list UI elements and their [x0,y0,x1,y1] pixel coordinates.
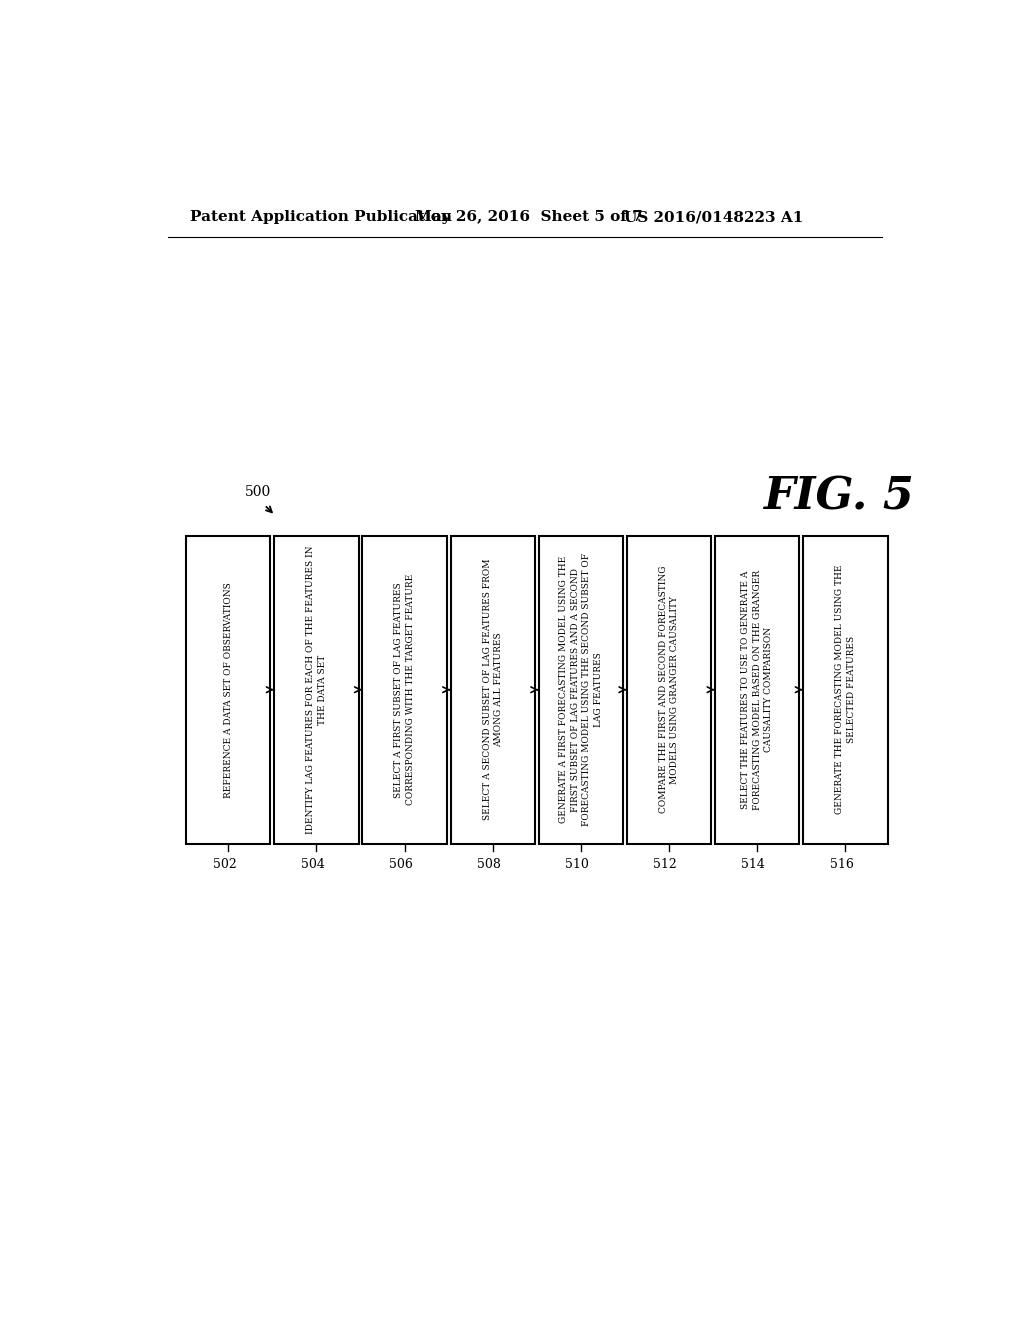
Bar [186,536,270,843]
Text: 516: 516 [829,858,853,871]
Text: REFERENCE A DATA SET OF OBSERVATIONS: REFERENCE A DATA SET OF OBSERVATIONS [224,582,232,797]
Bar [362,536,446,843]
Text: 500: 500 [245,484,271,499]
Text: 512: 512 [653,858,677,871]
Text: SELECT A SECOND SUBSET OF LAG FEATURES FROM
AMONG ALL FEATURES: SELECT A SECOND SUBSET OF LAG FEATURES F… [482,558,503,821]
Bar [803,536,888,843]
Bar [715,536,800,843]
Bar [274,536,358,843]
Text: 510: 510 [565,858,589,871]
Text: SELECT THE FEATURES TO USE TO GENERATE A
FORECASTING MODEL BASED ON THE GRANGER
: SELECT THE FEATURES TO USE TO GENERATE A… [741,570,773,809]
Text: GENERATE A FIRST FORECASTING MODEL USING THE
FIRST SUBSET OF LAG FEATURES AND A : GENERATE A FIRST FORECASTING MODEL USING… [559,553,602,826]
Text: 504: 504 [301,858,325,871]
Text: GENERATE THE FORECASTING MODEL USING THE
SELECTED FEATURES: GENERATE THE FORECASTING MODEL USING THE… [836,565,856,814]
Text: Patent Application Publication: Patent Application Publication [190,210,452,224]
Text: May 26, 2016  Sheet 5 of 7: May 26, 2016 Sheet 5 of 7 [415,210,642,224]
Bar [539,536,623,843]
Text: COMPARE THE FIRST AND SECOND FORECASTING
MODELS USING GRANGER CAUSALITY: COMPARE THE FIRST AND SECOND FORECASTING… [658,566,679,813]
Text: 506: 506 [389,858,413,871]
Text: SELECT A FIRST SUBSET OF LAG FEATURES
CORRESPONDING WITH THE TARGET FEATURE: SELECT A FIRST SUBSET OF LAG FEATURES CO… [394,574,415,805]
Text: 514: 514 [741,858,765,871]
Bar [627,536,712,843]
Text: US 2016/0148223 A1: US 2016/0148223 A1 [624,210,804,224]
Text: IDENTIFY LAG FEATURES FOR EACH OF THE FEATURES IN
THE DATA SET: IDENTIFY LAG FEATURES FOR EACH OF THE FE… [306,545,327,834]
Bar [451,536,535,843]
Text: FIG. 5: FIG. 5 [764,475,914,519]
Text: 508: 508 [477,858,501,871]
Text: 502: 502 [213,858,237,871]
